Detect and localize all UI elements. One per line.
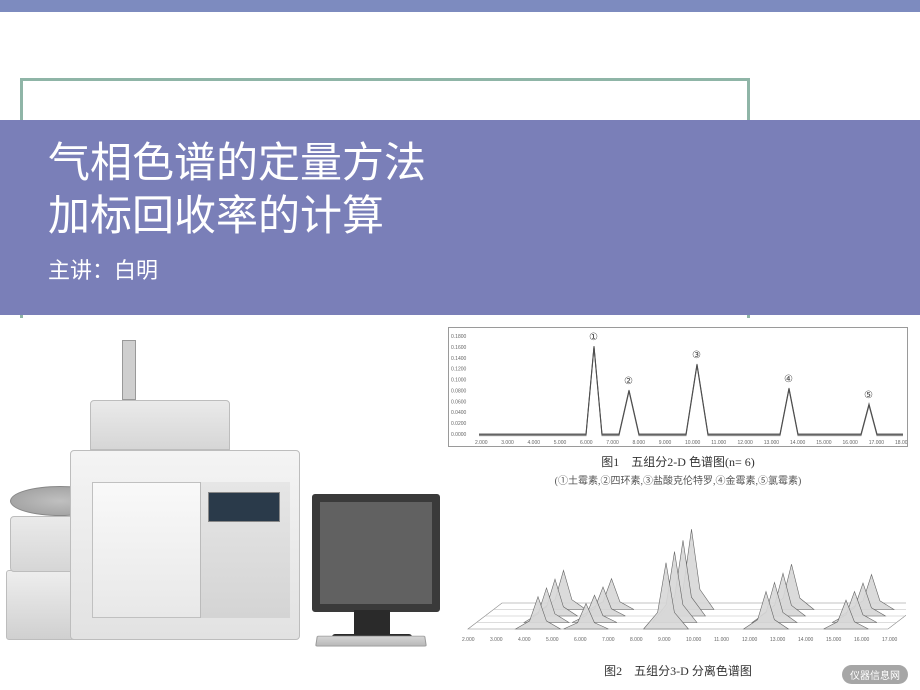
svg-text:0.0200: 0.0200 [451,421,467,427]
svg-text:0.1400: 0.1400 [451,356,467,362]
svg-text:5.000: 5.000 [546,637,559,643]
svg-text:13.000: 13.000 [764,440,780,446]
keyboard [315,636,427,647]
svg-text:10.000: 10.000 [685,440,701,446]
svg-text:7.000: 7.000 [602,637,615,643]
svg-text:6.000: 6.000 [580,440,593,446]
content-row: 0.1800 0.1600 0.1400 0.1200 0.1000 0.0800 0.06… [0,325,920,690]
svg-text:17.000: 17.000 [869,440,885,446]
svg-text:17.000: 17.000 [882,637,898,643]
chart-2d-chromatogram: 0.1800 0.1600 0.1400 0.1200 0.1000 0.0800 0.06… [448,327,908,447]
svg-text:0.1200: 0.1200 [451,367,467,373]
gc-system [10,360,440,640]
svg-text:9.000: 9.000 [658,637,671,643]
svg-text:15.000: 15.000 [816,440,832,446]
svg-text:0.0800: 0.0800 [451,388,467,394]
svg-text:11.000: 11.000 [711,440,726,446]
svg-text:2.000: 2.000 [475,440,488,446]
charts-column: 0.1800 0.1600 0.1400 0.1200 0.1000 0.0800 0.06… [440,325,920,685]
svg-text:6.000: 6.000 [574,637,587,643]
svg-text:3.000: 3.000 [490,637,503,643]
svg-text:0.0400: 0.0400 [451,410,467,416]
svg-text:12.000: 12.000 [742,637,758,643]
figure1-caption: 图1 五组分2-D 色谱图(n= 6) [448,453,908,470]
svg-text:18.000: 18.000 [895,440,907,446]
svg-text:0.0000: 0.0000 [451,432,467,438]
svg-text:9.000: 9.000 [659,440,672,446]
figure2-caption: 图2 五组分3-D 分离色谱图 [448,662,908,679]
computer-monitor [312,494,440,612]
svg-text:15.000: 15.000 [826,637,842,643]
chart-3d-chromatogram: 2.000 3.000 4.000 5.000 6.000 7.000 8.000 9.000… [448,501,908,656]
chart-3d-svg: 2.000 3.000 4.000 5.000 6.000 7.000 8.000 9.000… [448,501,906,651]
svg-text:12.000: 12.000 [738,440,754,446]
svg-text:8.000: 8.000 [630,637,643,643]
top-accent-bar [0,0,920,12]
peak-label: ② [624,376,633,387]
peak-label: ④ [784,374,793,385]
svg-text:5.000: 5.000 [554,440,567,446]
peak-label: ⑤ [864,390,873,401]
gc-top-cover [90,400,230,450]
svg-text:14.000: 14.000 [798,637,814,643]
svg-text:0.0600: 0.0600 [451,399,467,405]
svg-text:16.000: 16.000 [843,440,859,446]
svg-text:7.000: 7.000 [606,440,619,446]
peak-label: ① [589,332,598,343]
svg-text:13.000: 13.000 [770,637,786,643]
title-line-2: 加标回收率的计算 [48,191,872,244]
chart-2d-svg: 0.1800 0.1600 0.1400 0.1200 0.1000 0.0800 0.06… [449,328,907,446]
svg-text:11.000: 11.000 [714,637,729,643]
presenter-line: 主讲：白明 [48,253,872,285]
figure1-subcaption: (①土霉素,②四环素,③盐酸克伦特罗,④金霉素,⑤氯霉素) [448,472,908,487]
instrument-illustration [0,325,440,670]
svg-text:16.000: 16.000 [854,637,870,643]
svg-text:10.000: 10.000 [686,637,702,643]
svg-text:4.000: 4.000 [518,637,531,643]
svg-text:0.1600: 0.1600 [451,345,467,351]
peak-label: ③ [692,350,701,361]
watermark-badge: 仪器信息网 [842,665,908,684]
monitor-screen [320,502,432,604]
svg-text:4.000: 4.000 [528,440,541,446]
title-band: 气相色谱的定量方法 加标回收率的计算 主讲：白明 [0,120,920,315]
gc-display-screen [208,492,280,522]
svg-text:14.000: 14.000 [790,440,806,446]
svg-text:2.000: 2.000 [462,637,475,643]
svg-text:8.000: 8.000 [633,440,646,446]
title-line-1: 气相色谱的定量方法 [48,138,872,191]
svg-text:3.000: 3.000 [501,440,514,446]
svg-text:0.1800: 0.1800 [451,334,467,340]
svg-text:0.1000: 0.1000 [451,378,467,384]
injector-tower [122,340,136,400]
